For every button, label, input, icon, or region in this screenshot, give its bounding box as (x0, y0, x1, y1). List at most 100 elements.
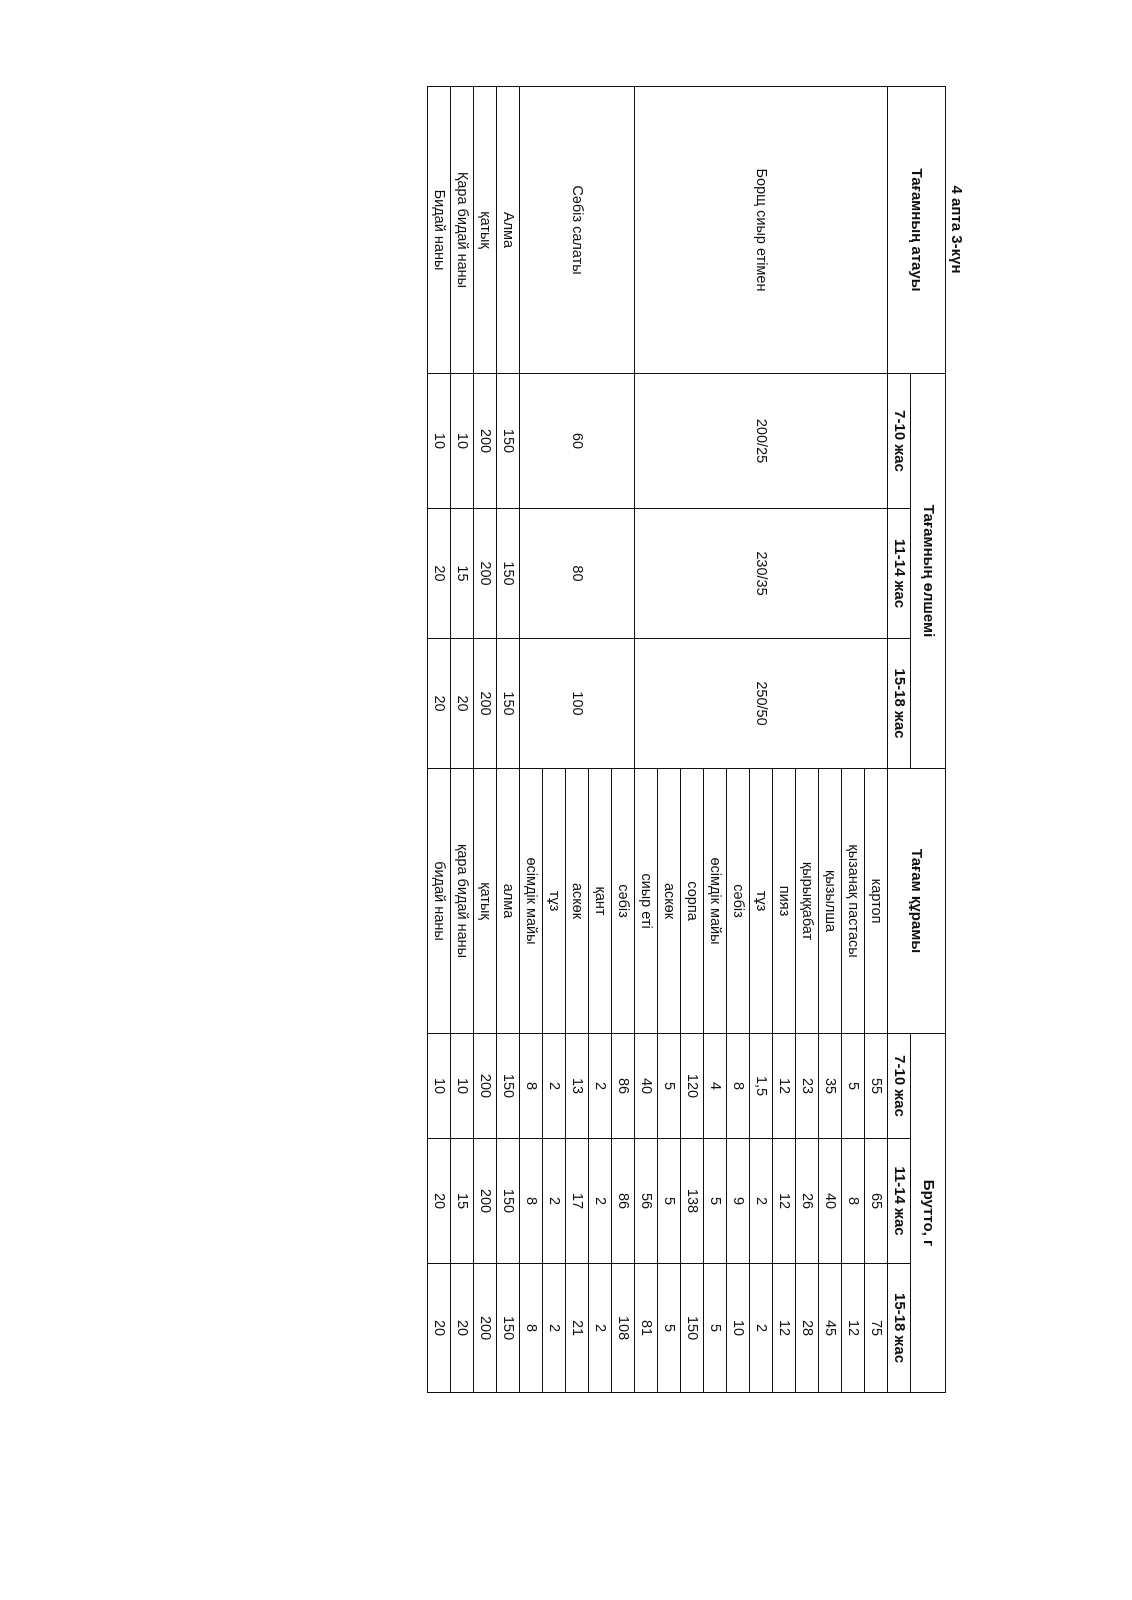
table-body: Борщ сиыр етімен 200/25 230/35 250/50 картоп… (427, 86, 888, 1393)
portion-size: 200 (473, 638, 497, 769)
portion-size: 15 (450, 508, 474, 639)
brutto-value: 28 (795, 1263, 819, 1393)
header-brutto-11-14: 11-14 жас (887, 1138, 911, 1264)
brutto-value: 17 (565, 1138, 589, 1264)
ingredient-name: қара бидай наны (450, 768, 474, 1034)
portion-size: 150 (496, 508, 520, 639)
ingredient-name: бидай наны (427, 768, 451, 1034)
brutto-value: 5 (657, 1263, 681, 1393)
menu-document: 4 апта 3-күн Тағамның атауы Тағамның өлш… (378, 86, 966, 1393)
ingredient-name: қатық (473, 768, 497, 1034)
brutto-value: 8 (519, 1263, 543, 1393)
menu-table: Тағамның атауы Тағамның өлшемі Тағам құр… (427, 86, 946, 1393)
brutto-value: 2 (542, 1033, 566, 1139)
table-row: Бидай наны 10 20 20 бидай наны 10 20 20 (427, 86, 451, 1393)
portion-size: 230/35 (634, 508, 888, 639)
ingredient-name: өсімдік майы (519, 768, 543, 1034)
ingredient-name: қырыққабат (795, 768, 819, 1034)
brutto-value: 10 (427, 1033, 451, 1139)
portion-size: 20 (450, 638, 474, 769)
brutto-value: 200 (473, 1033, 497, 1139)
brutto-value: 2 (542, 1263, 566, 1393)
brutto-value: 5 (841, 1033, 865, 1139)
ingredient-name: аскөк (657, 768, 681, 1034)
ingredient-name: өсімдік майы (703, 768, 727, 1034)
ingredient-name: сорпа (680, 768, 704, 1034)
brutto-value: 21 (565, 1263, 589, 1393)
ingredient-name: алма (496, 768, 520, 1034)
ingredient-name: сиыр еті (634, 768, 658, 1034)
header-age-7-10: 7-10 жас (887, 373, 911, 509)
brutto-value: 5 (657, 1033, 681, 1139)
brutto-value: 2 (542, 1138, 566, 1264)
brutto-value: 138 (680, 1138, 704, 1264)
brutto-value: 150 (680, 1263, 704, 1393)
brutto-value: 12 (772, 1263, 796, 1393)
header-age-15-18: 15-18 жас (887, 638, 911, 769)
portion-size: 200 (473, 373, 497, 509)
portion-size: 200/25 (634, 373, 888, 509)
brutto-value: 5 (703, 1263, 727, 1393)
brutto-value: 20 (427, 1138, 451, 1264)
brutto-value: 9 (726, 1138, 750, 1264)
brutto-value: 2 (588, 1263, 612, 1393)
header-age-11-14: 11-14 жас (887, 508, 911, 639)
dish-name: Алма (496, 86, 520, 374)
portion-size: 60 (519, 373, 635, 509)
brutto-value: 75 (864, 1263, 888, 1393)
brutto-value: 5 (657, 1138, 681, 1264)
portion-size: 80 (519, 508, 635, 639)
dish-name: Қара бидай наны (450, 86, 474, 374)
ingredient-name: сәбіз (726, 768, 750, 1034)
brutto-value: 40 (818, 1138, 842, 1264)
portion-size: 200 (473, 508, 497, 639)
brutto-value: 15 (450, 1138, 474, 1264)
ingredient-name: картоп (864, 768, 888, 1034)
brutto-value: 5 (703, 1138, 727, 1264)
ingredient-name: тұз (749, 768, 773, 1034)
ingredient-name: қызанақ пастасы (841, 768, 865, 1034)
brutto-value: 35 (818, 1033, 842, 1139)
brutto-value: 12 (841, 1263, 865, 1393)
brutto-value: 4 (703, 1033, 727, 1139)
brutto-value: 2 (749, 1263, 773, 1393)
brutto-value: 200 (473, 1138, 497, 1264)
brutto-value: 2 (588, 1033, 612, 1139)
ingredient-name: сәбіз (611, 768, 635, 1034)
dish-name: Бидай наны (427, 86, 451, 374)
portion-size: 20 (427, 638, 451, 769)
brutto-value: 56 (634, 1138, 658, 1264)
brutto-value: 20 (450, 1263, 474, 1393)
header-portion-size: Тағамның өлшемі (910, 373, 946, 769)
portion-size: 150 (496, 638, 520, 769)
dish-name: қатық (473, 86, 497, 374)
ingredient-name: қызылша (818, 768, 842, 1034)
brutto-value: 2 (588, 1138, 612, 1264)
header-brutto: Брутто, г (910, 1033, 946, 1393)
brutto-value: 8 (519, 1033, 543, 1139)
portion-size: 20 (427, 508, 451, 639)
ingredient-name: аскөк (565, 768, 589, 1034)
brutto-value: 40 (634, 1033, 658, 1139)
brutto-value: 150 (496, 1033, 520, 1139)
document-title: 4 апта 3-күн (948, 185, 965, 274)
brutto-value: 8 (841, 1138, 865, 1264)
brutto-value: 8 (726, 1033, 750, 1139)
brutto-value: 23 (795, 1033, 819, 1139)
brutto-value: 13 (565, 1033, 589, 1139)
portion-size: 150 (496, 373, 520, 509)
portion-size: 100 (519, 638, 635, 769)
brutto-value: 10 (726, 1263, 750, 1393)
ingredient-name: пияз (772, 768, 796, 1034)
brutto-value: 65 (864, 1138, 888, 1264)
portion-size: 10 (427, 373, 451, 509)
ingredient-name: қант (588, 768, 612, 1034)
brutto-value: 81 (634, 1263, 658, 1393)
dish-name: Сәбіз салаты (519, 86, 635, 374)
table-row: Алма 150 150 150 алма 150 150 150 (496, 86, 520, 1393)
header-brutto-7-10: 7-10 жас (887, 1033, 911, 1139)
header-brutto-15-18: 15-18 жас (887, 1263, 911, 1393)
brutto-value: 45 (818, 1263, 842, 1393)
table-row: Сәбіз салаты 60 80 100 сәбіз 86 86 108 (519, 86, 635, 1393)
brutto-value: 20 (427, 1263, 451, 1393)
